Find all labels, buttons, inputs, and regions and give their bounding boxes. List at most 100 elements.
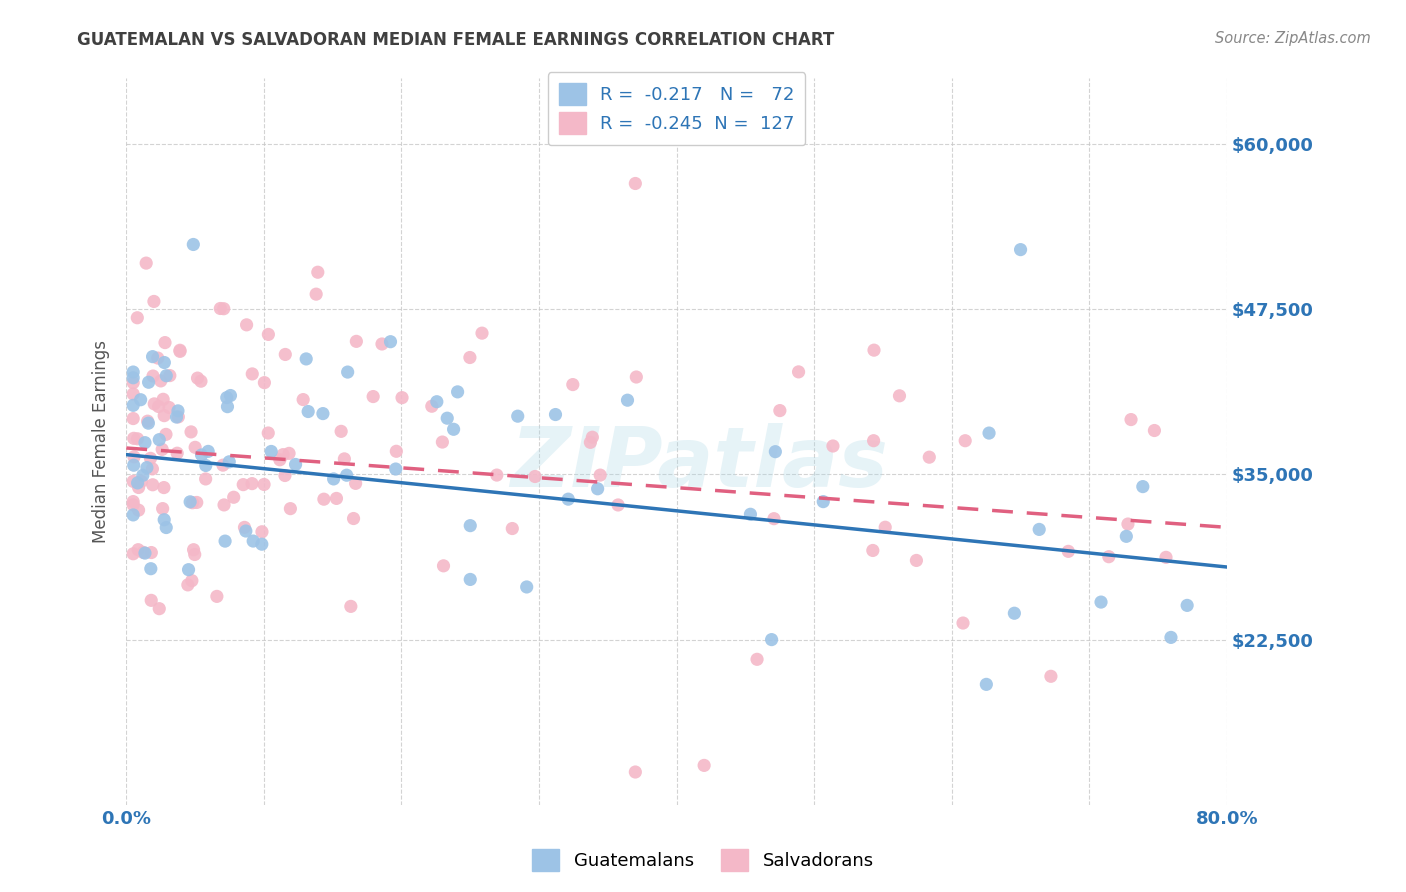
Point [1119,412,1142,426]
Point [471,326,494,340]
Point [190,448,212,462]
Point [127,310,149,325]
Point [436,411,458,425]
Point [153,513,176,527]
Point [250,537,273,551]
Point [579,435,602,450]
Point [292,392,315,407]
Point [740,508,762,522]
Point [212,498,235,512]
Point [458,573,481,587]
Point [122,475,145,489]
Point [177,563,200,577]
Point [148,400,170,414]
Point [305,287,328,301]
Text: GUATEMALAN VS SALVADORAN MEDIAN FEMALE EARNINGS CORRELATION CHART: GUATEMALAN VS SALVADORAN MEDIAN FEMALE E… [77,31,835,49]
Point [212,458,235,472]
Point [312,407,335,421]
Point [181,496,204,510]
Point [863,343,886,358]
Point [875,520,897,534]
Point [128,503,150,517]
Point [139,562,162,576]
Point [141,545,163,559]
Point [148,601,170,615]
Point [235,318,257,332]
Point [219,388,242,402]
Point [142,369,165,384]
Point [135,460,157,475]
Point [384,462,406,476]
Point [271,448,294,462]
Point [149,374,172,388]
Point [336,365,359,379]
Point [155,520,177,534]
Point [624,177,647,191]
Point [153,409,176,423]
Point [197,444,219,458]
Point [607,498,630,512]
Point [761,632,783,647]
Point [155,427,177,442]
Point [333,451,356,466]
Point [135,256,157,270]
Point [586,482,609,496]
Point [762,511,785,525]
Point [426,394,449,409]
Point [153,481,176,495]
Point [155,368,177,383]
Point [240,476,263,491]
Point [177,578,200,592]
Point [233,520,256,534]
Point [626,370,648,384]
Point [253,376,276,390]
Point [371,337,394,351]
Point [166,410,188,425]
Text: ZIPatlas: ZIPatlas [510,423,887,504]
Point [167,409,190,424]
Point [977,425,1000,440]
Point [544,408,567,422]
Point [274,468,297,483]
Point [1057,544,1080,558]
Point [344,334,367,349]
Point [340,599,363,614]
Point [138,376,160,390]
Point [169,344,191,359]
Point [889,389,911,403]
Point [385,444,408,458]
Point [1154,550,1177,565]
Point [157,401,180,415]
Point [169,343,191,358]
Point [166,446,188,460]
Point [391,391,413,405]
Point [862,434,884,448]
Point [432,558,454,573]
Point [205,590,228,604]
Point [134,435,156,450]
Point [122,498,145,512]
Point [143,397,166,411]
Point [307,265,329,279]
Point [153,335,176,350]
Point [218,455,240,469]
Point [142,477,165,491]
Point [269,452,291,467]
Point [763,444,786,458]
Point [150,442,173,457]
Point [953,434,976,448]
Point [127,542,149,557]
Point [516,580,538,594]
Point [146,351,169,365]
Point [183,548,205,562]
Point [325,491,347,506]
Point [222,490,245,504]
Point [250,524,273,539]
Point [443,422,465,436]
Point [344,476,367,491]
Point [821,439,844,453]
Point [1175,599,1198,613]
Point [616,393,638,408]
Point [862,543,884,558]
Point [1116,516,1139,531]
